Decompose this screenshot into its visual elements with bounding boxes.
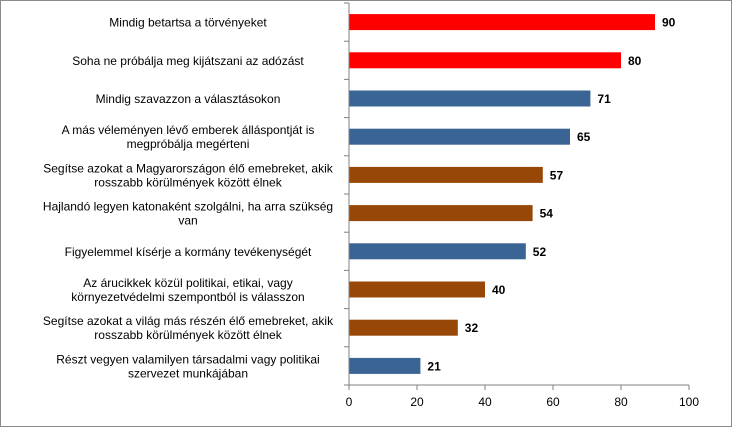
x-tick-label-100: 100 — [679, 395, 699, 409]
bar-1 — [349, 14, 655, 31]
category-label-line: Hajlandó legyen katonaként szolgálni, ha… — [43, 200, 333, 214]
category-labels-layer: Mindig betartsa a törvényeket Soha ne pró… — [43, 16, 334, 381]
x-tick-label-0: 0 — [346, 395, 353, 409]
x-tick-label-20: 20 — [410, 395, 424, 409]
category-label-line: rosszabb körülmények között élnek — [94, 175, 282, 189]
category-label-line: szervezet munkájában — [128, 366, 248, 380]
category-label-6: Hajlandó legyen katonaként szolgálni, ha… — [43, 200, 333, 228]
category-label-7: Figyelemmel kísérje a kormány tevékenysé… — [65, 245, 312, 259]
category-label-line: Soha ne próbálja meg kijátszani az adózá… — [72, 54, 304, 68]
category-label-line: Mindig betartsa a törvényeket — [109, 16, 267, 30]
value-label-1: 90 — [662, 16, 676, 30]
category-label-line: környezetvédelmi szempontból is válasszo… — [71, 290, 304, 304]
bar-3 — [349, 90, 591, 107]
category-label-line: Az árucikkek közül politikai, etikai, va… — [83, 276, 292, 290]
category-label-9: Segítse azokat a világ más részén élő em… — [43, 314, 334, 342]
bar-2 — [349, 52, 621, 69]
bar-8 — [349, 281, 485, 298]
bar-6 — [349, 205, 533, 222]
value-label-3: 71 — [597, 92, 611, 106]
category-label-4: A más véleményen lévő emberek álláspontj… — [62, 123, 315, 151]
category-label-line: rosszabb körülmények között élnek — [94, 328, 282, 342]
value-label-6: 54 — [540, 207, 554, 221]
x-tick-label-40: 40 — [478, 395, 492, 409]
value-label-2: 80 — [628, 54, 642, 68]
value-label-7: 52 — [533, 245, 547, 259]
category-label-line: A más véleményen lévő emberek álláspontj… — [62, 123, 315, 137]
value-label-5: 57 — [550, 168, 564, 182]
bars-layer — [349, 14, 655, 374]
bar-7 — [349, 243, 526, 260]
category-label-line: Részt vegyen valamilyen társadalmi vagy … — [56, 352, 319, 366]
category-label-1: Mindig betartsa a törvényeket — [109, 16, 267, 30]
bar-5 — [349, 166, 543, 183]
bar-4 — [349, 128, 570, 145]
category-label-line: Segítse azokat a világ más részén élő em… — [43, 314, 334, 328]
category-label-line: Mindig szavazzon a választásokon — [96, 92, 281, 106]
bar-10 — [349, 357, 421, 374]
value-label-9: 32 — [465, 321, 479, 335]
value-label-10: 21 — [427, 359, 441, 373]
axis-layer: 0 20 40 60 80 100 — [344, 2, 699, 409]
x-tick-label-80: 80 — [614, 395, 628, 409]
value-label-8: 40 — [492, 283, 506, 297]
category-label-3: Mindig szavazzon a választásokon — [96, 92, 281, 106]
category-label-10: Részt vegyen valamilyen társadalmi vagy … — [56, 352, 319, 380]
category-label-2: Soha ne próbálja meg kijátszani az adózá… — [72, 54, 304, 68]
category-label-line: Segítse azokat a Magyarországon élő emeb… — [43, 161, 333, 175]
category-label-line: Figyelemmel kísérje a kormány tevékenysé… — [65, 245, 312, 259]
category-label-5: Segítse azokat a Magyarországon élő emeb… — [43, 161, 333, 189]
bar-9 — [349, 319, 458, 336]
value-labels-layer: 90 80 71 65 57 54 52 40 32 21 — [427, 16, 675, 374]
category-label-line: van — [178, 214, 197, 228]
category-label-line: megpróbálja megérteni — [127, 137, 250, 151]
value-label-4: 65 — [577, 130, 591, 144]
x-tick-label-60: 60 — [546, 395, 560, 409]
category-label-8: Az árucikkek közül politikai, etikai, va… — [71, 276, 304, 304]
